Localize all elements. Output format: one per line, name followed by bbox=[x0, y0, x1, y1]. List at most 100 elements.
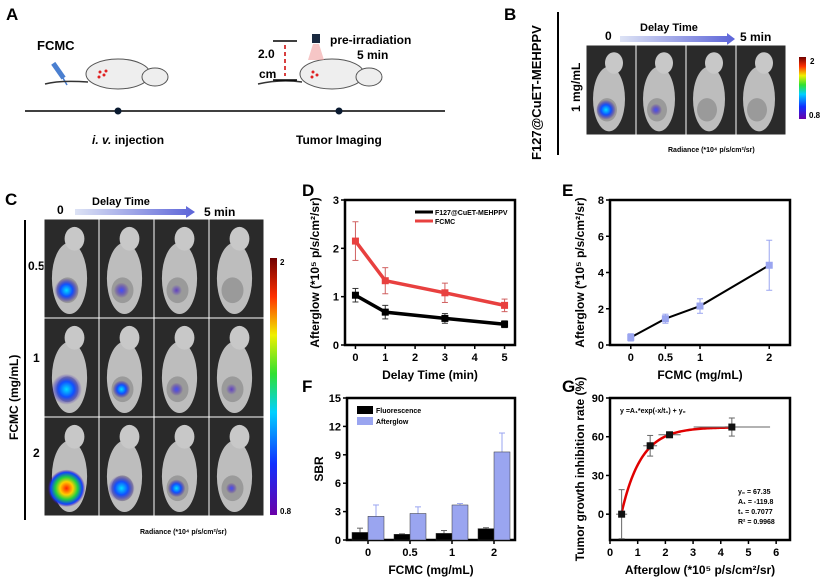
radiance-label: Radiance (*10⁴ p/s/cm²/sr) bbox=[140, 529, 227, 536]
x-tick-label: 0 bbox=[607, 547, 613, 559]
data-point bbox=[646, 442, 654, 450]
panel-label-a: A bbox=[6, 5, 18, 24]
y-tick-label: 8 bbox=[598, 195, 604, 207]
y-tick-label: 6 bbox=[598, 231, 604, 243]
signal-spot bbox=[226, 482, 237, 494]
distance-unit: cm bbox=[259, 67, 276, 81]
signal-spot bbox=[112, 380, 131, 399]
bar bbox=[367, 516, 385, 541]
mouse-head bbox=[655, 52, 673, 74]
row-label: 1 bbox=[33, 351, 40, 365]
x-tick-label: 0 bbox=[365, 547, 371, 559]
x-axis-label: FCMC (mg/mL) bbox=[388, 563, 473, 577]
y-tick-label: 0 bbox=[598, 509, 604, 521]
time-end: 5 min bbox=[204, 205, 235, 219]
y-tick-label: 4 bbox=[598, 268, 605, 280]
arrow-right-icon bbox=[620, 33, 735, 45]
series-line bbox=[354, 293, 505, 326]
legend-swatch bbox=[357, 406, 373, 414]
tumor-region bbox=[747, 98, 767, 122]
data-point bbox=[728, 423, 736, 431]
legend-label: F127@CuET-MEHPPV bbox=[435, 210, 508, 217]
plot-frame bbox=[345, 396, 517, 542]
panel-label-b: B bbox=[504, 5, 516, 24]
plot-frame bbox=[608, 198, 792, 347]
tumor-region bbox=[697, 98, 717, 122]
x-tick-label: 2 bbox=[662, 547, 668, 559]
time-label: Delay Time bbox=[92, 196, 150, 208]
time-start: 0 bbox=[57, 203, 64, 217]
y-tick-label: 3 bbox=[333, 195, 339, 207]
mouse-head bbox=[605, 52, 623, 74]
concentration-label: 1 mg/mL bbox=[569, 63, 583, 112]
panel-label-g: G bbox=[562, 377, 575, 396]
plot-frame bbox=[608, 396, 792, 542]
y-tick-label: 0 bbox=[335, 535, 341, 547]
mouse-head bbox=[64, 424, 85, 449]
bar bbox=[393, 534, 411, 541]
irradiation-label: pre-irradiation bbox=[330, 33, 411, 47]
x-tick-label: 0 bbox=[628, 352, 634, 364]
panel-c-images: 0 Delay Time 5 min FCMC (mg/mL) 0.5 1 2 … bbox=[7, 196, 292, 536]
time-label: Delay Time bbox=[640, 22, 698, 34]
x-tick-label: 1 bbox=[635, 547, 641, 559]
signal-spot bbox=[47, 469, 86, 507]
panel-label-c: C bbox=[5, 190, 17, 209]
signal-spot bbox=[113, 282, 130, 298]
data-point bbox=[765, 261, 773, 269]
data-point bbox=[441, 289, 449, 297]
x-tick-label: 5 bbox=[501, 352, 507, 364]
x-tick-label: 4 bbox=[718, 547, 725, 559]
x-axis-label: Delay Time (min) bbox=[382, 368, 478, 382]
irradiation-duration: 5 min bbox=[357, 48, 388, 62]
mouse-head bbox=[755, 52, 773, 74]
data-point bbox=[501, 301, 509, 309]
y-tick-label: 60 bbox=[592, 432, 604, 444]
y-tick-label: 2 bbox=[333, 243, 339, 255]
signal-spot bbox=[167, 479, 186, 498]
agent-label: FCMC bbox=[37, 38, 75, 53]
mouse-head bbox=[174, 424, 195, 449]
colorbar-min: 0.8 bbox=[809, 111, 821, 120]
arrow-right-icon bbox=[75, 206, 195, 218]
radiance-label: Radiance (*10⁴ p/s/cm²/sr) bbox=[668, 147, 755, 154]
mouse-head bbox=[119, 424, 140, 449]
signal-spot bbox=[108, 475, 135, 502]
data-point bbox=[618, 510, 626, 518]
mouse-head bbox=[64, 226, 85, 251]
chart-g: 0 30 60 90 0 1 2 3 4 5 6 Afterglow (*10⁵ p/s/cm²/sr… bbox=[573, 377, 792, 577]
data-point bbox=[661, 315, 669, 323]
panel-b-images: F127@CuET-MEHPPV 1 mg/mL 0 Delay Time 5 … bbox=[529, 12, 821, 160]
mouse-head bbox=[229, 325, 250, 350]
x-axis-label: FCMC (mg/mL) bbox=[657, 368, 742, 382]
tumor-region bbox=[221, 277, 244, 304]
y-tick-label: 1 bbox=[333, 292, 339, 304]
mouse-head bbox=[705, 52, 723, 74]
y-axis-label: Afterglow (*10⁵ p/s/cm²/sr) bbox=[308, 197, 322, 347]
x-tick-label: 3 bbox=[442, 352, 448, 364]
chart-d: 0 1 2 3 0 1 2 3 4 5 Delay Time (min) Afterglow (*10… bbox=[308, 195, 517, 382]
signal-spot bbox=[650, 103, 662, 116]
series-line bbox=[354, 240, 505, 308]
fit-parameter: R² = 0.9968 bbox=[738, 519, 775, 526]
data-point bbox=[501, 320, 509, 328]
fit-parameter: t₁ = 0.7077 bbox=[738, 509, 773, 516]
y-axis-label: SBR bbox=[312, 456, 326, 482]
mouse-head bbox=[174, 325, 195, 350]
fit-equation: y =A₁*exp(-x/t₁) + y₀ bbox=[620, 408, 686, 415]
data-point bbox=[696, 302, 704, 310]
legend-swatch bbox=[357, 417, 373, 425]
y-tick-label: 0 bbox=[333, 340, 339, 352]
bar bbox=[409, 513, 427, 541]
series-line bbox=[630, 264, 770, 339]
bar bbox=[451, 504, 469, 541]
x-tick-label: 0.5 bbox=[658, 352, 673, 364]
bar bbox=[351, 532, 369, 541]
signal-spot bbox=[596, 99, 616, 120]
panel-a-schematic: FCMC 2.0 cm pre-irradiation 5 min i. v. bbox=[25, 33, 445, 147]
y-axis-label: Tumor growth inhibition rate (%) bbox=[573, 377, 587, 561]
plot-frame bbox=[343, 198, 517, 347]
signal-spot bbox=[51, 373, 82, 405]
x-tick-label: 2 bbox=[491, 547, 497, 559]
